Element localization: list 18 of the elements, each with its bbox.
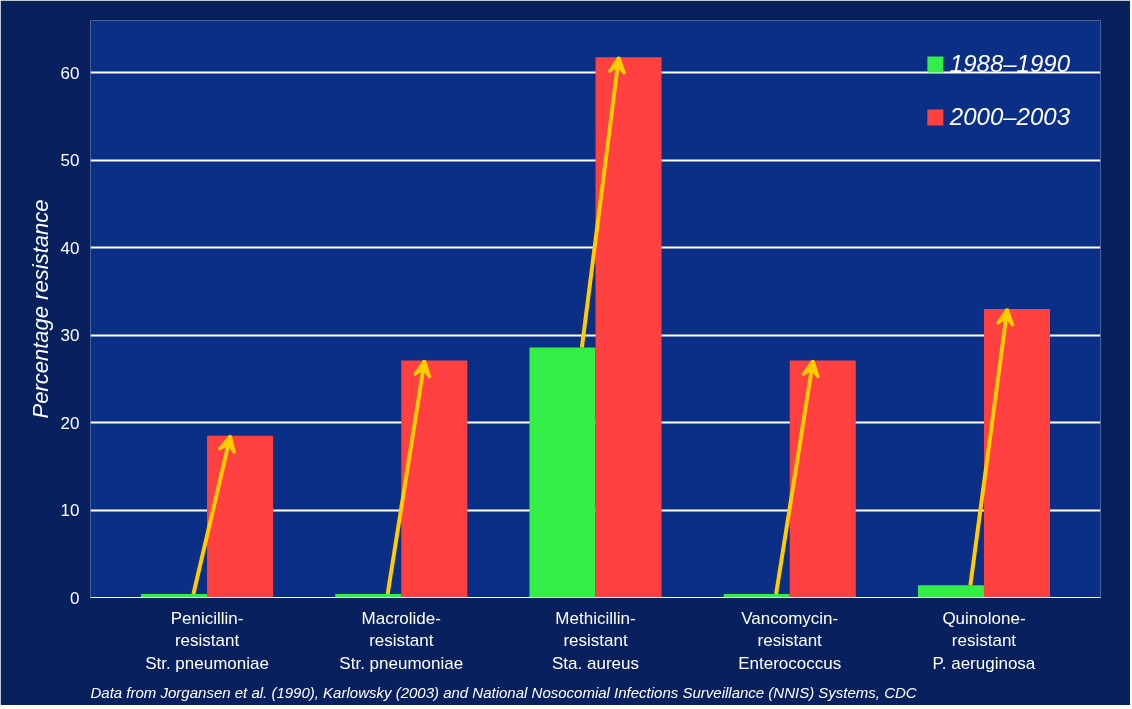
y-tick-label: 20 [60,413,80,433]
x-tick-label: Penicillin- resistant Str. pneumoniae [145,608,269,674]
text: Data from Jorgansen et al. (1990), Karlowsky (2003) and National Nosocomial Infections Surveillance (NNIS) Systems, CDC [90,683,917,701]
x-tick-label: Methicillin- resistant Sta. aureus [552,608,639,674]
bar [529,347,596,598]
legend-label: 1988–1990 [949,50,1070,78]
x-tick-label: Quinolone- resistant P. aeruginosa [932,608,1036,674]
x-tick-label: Macrolide- resistant Str. pneumoniae [339,608,464,674]
y-tick-label: 60 [60,63,80,83]
y-axis-title: Percentage resistance [27,199,53,419]
y-tick-label: 0 [70,588,80,608]
bar [917,585,984,598]
legend-label: 2000–2003 [949,103,1070,131]
y-tick-label: 10 [60,501,80,521]
y-tick-label: 40 [60,238,80,258]
y-tick-label: 30 [60,326,80,346]
y-tick-label: 50 [60,151,80,171]
x-tick-label: Vancomycin- resistant Enterococcus [738,608,842,674]
